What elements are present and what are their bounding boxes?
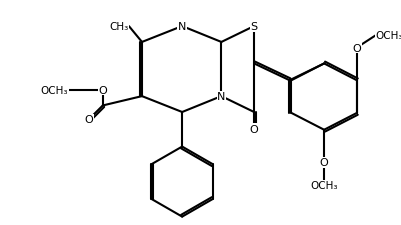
Text: OCH₃: OCH₃: [310, 180, 337, 190]
Text: O: O: [352, 43, 360, 53]
Text: CH₃: CH₃: [109, 22, 129, 32]
Text: S: S: [250, 22, 257, 32]
Text: O: O: [249, 124, 258, 134]
Text: OCH₃: OCH₃: [41, 85, 68, 95]
Text: O: O: [98, 85, 107, 95]
Text: O: O: [319, 158, 328, 168]
Text: O: O: [84, 115, 93, 125]
Text: N: N: [178, 22, 186, 32]
Text: OCH₃: OCH₃: [375, 31, 401, 41]
Text: N: N: [217, 92, 225, 102]
